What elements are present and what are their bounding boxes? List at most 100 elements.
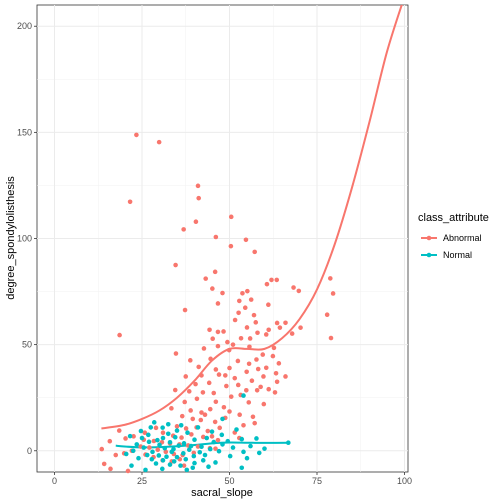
point-abnormal — [107, 438, 113, 444]
point-abnormal — [182, 307, 188, 313]
point-abnormal — [147, 445, 152, 450]
point-normal — [204, 435, 210, 441]
point-normal — [156, 453, 162, 458]
point-abnormal — [151, 438, 157, 444]
y-axis-title: degree_spondylolisthesis — [5, 176, 17, 300]
point-abnormal — [228, 214, 234, 220]
point-abnormal — [203, 276, 208, 281]
point-abnormal — [235, 358, 241, 364]
legend-label-normal: Normal — [443, 250, 472, 260]
point-abnormal — [237, 412, 242, 417]
point-abnormal — [199, 410, 204, 415]
point-abnormal — [244, 325, 250, 330]
point-normal — [286, 440, 291, 446]
point-normal — [153, 461, 159, 466]
point-abnormal — [241, 423, 246, 428]
point-abnormal — [237, 298, 242, 304]
point-normal — [136, 455, 141, 461]
point-normal — [191, 453, 197, 459]
point-abnormal — [276, 361, 282, 366]
point-normal — [149, 456, 155, 462]
point-abnormal — [220, 290, 225, 296]
point-abnormal — [200, 390, 206, 395]
point-normal — [160, 435, 166, 441]
point-normal — [188, 443, 194, 449]
point-normal — [165, 431, 171, 437]
point-abnormal — [246, 400, 252, 405]
point-abnormal — [274, 320, 280, 326]
point-abnormal — [127, 199, 133, 205]
point-abnormal — [207, 327, 212, 333]
point-normal — [200, 458, 206, 463]
point-normal — [172, 434, 178, 440]
point-abnormal — [250, 414, 256, 420]
legend-key-point-abnormal — [426, 235, 432, 241]
point-abnormal — [172, 387, 178, 393]
point-abnormal — [328, 335, 334, 341]
point-abnormal — [296, 288, 302, 294]
point-normal — [169, 449, 175, 455]
point-abnormal — [160, 430, 166, 436]
point-normal — [123, 451, 129, 457]
point-normal — [248, 443, 253, 449]
point-normal — [209, 429, 215, 434]
point-abnormal — [108, 466, 113, 472]
point-normal — [199, 444, 204, 450]
point-abnormal — [291, 285, 296, 290]
point-normal — [167, 462, 173, 467]
point-abnormal — [189, 432, 194, 437]
point-normal — [241, 393, 246, 398]
point-abnormal — [99, 446, 105, 452]
point-abnormal — [195, 183, 201, 189]
point-abnormal — [245, 288, 250, 294]
point-abnormal — [205, 428, 211, 434]
point-normal — [160, 425, 165, 430]
trend-line-abnormal — [101, 5, 403, 430]
point-normal — [181, 441, 187, 446]
x-tick-label: 0 — [52, 476, 57, 486]
point-abnormal — [199, 373, 204, 378]
point-abnormal — [215, 343, 221, 349]
point-normal — [160, 466, 165, 472]
point-normal — [146, 439, 152, 445]
point-abnormal — [193, 219, 199, 225]
point-normal — [176, 443, 182, 448]
point-normal — [165, 421, 171, 427]
trend-lines — [101, 5, 403, 449]
y-tick-label: 50 — [22, 340, 32, 350]
point-abnormal — [272, 390, 278, 395]
x-tick-label: 25 — [137, 476, 147, 486]
point-abnormal — [186, 389, 192, 394]
y-axis-ticks: 0 50 100 150 200 — [17, 21, 37, 456]
point-abnormal — [253, 320, 259, 325]
point-abnormal — [134, 132, 139, 138]
point-normal — [181, 451, 186, 456]
point-normal — [225, 438, 231, 444]
point-abnormal — [244, 387, 249, 393]
x-tick-label: 100 — [397, 476, 412, 486]
point-abnormal — [169, 406, 174, 411]
point-abnormal — [213, 367, 219, 372]
point-abnormal — [215, 301, 221, 306]
point-normal — [216, 448, 222, 454]
point-abnormal — [202, 412, 208, 417]
point-normal — [139, 435, 145, 441]
point-abnormal — [228, 394, 234, 399]
point-normal — [241, 449, 246, 455]
point-abnormal — [252, 249, 257, 255]
point-abnormal — [213, 446, 218, 451]
point-normal — [141, 445, 147, 450]
point-normal — [192, 437, 197, 443]
point-abnormal — [131, 434, 136, 439]
point-normal — [146, 432, 151, 438]
point-abnormal — [240, 290, 245, 296]
point-normal — [174, 428, 180, 433]
point-abnormal — [228, 243, 234, 249]
point-abnormal — [255, 366, 261, 372]
point-abnormal — [227, 365, 232, 371]
point-normal — [148, 425, 154, 430]
point-normal — [254, 436, 259, 441]
y-tick-label: 150 — [17, 127, 32, 137]
y-tick-label: 100 — [17, 234, 32, 244]
point-abnormal — [230, 342, 236, 347]
